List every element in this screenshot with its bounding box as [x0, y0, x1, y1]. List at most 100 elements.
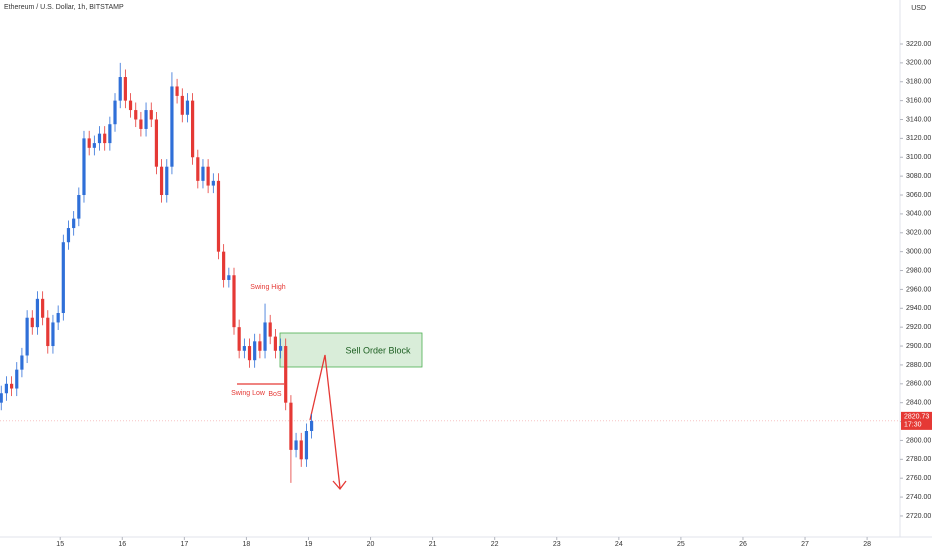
candle-body [108, 124, 112, 144]
y-tick-label: 2920.00 [906, 324, 931, 331]
y-tick-label: 3120.00 [906, 135, 931, 142]
candle-body [92, 143, 96, 148]
y-tick-label: 2940.00 [906, 305, 931, 312]
y-tick-label: 3200.00 [906, 60, 931, 67]
candle-body [180, 95, 184, 115]
candle-body [278, 346, 283, 351]
candle-body [299, 440, 303, 460]
x-tick-label: 19 [305, 541, 313, 548]
x-tick-label: 17 [180, 541, 188, 548]
candle-body [82, 138, 86, 196]
candle-body [211, 180, 215, 186]
y-tick-label: 2800.00 [906, 437, 931, 444]
candle-body [284, 346, 288, 403]
candle-body [191, 100, 195, 158]
candle-body [4, 383, 8, 394]
candle-body [103, 133, 107, 144]
x-tick-label: 24 [615, 541, 623, 548]
y-tick-label: 3180.00 [906, 79, 931, 86]
candle-body [30, 317, 34, 328]
x-tick-label: 22 [491, 541, 499, 548]
candle-body [41, 298, 45, 318]
candle-body [227, 275, 231, 280]
candle-body [237, 327, 241, 351]
candle-body [20, 355, 24, 370]
last-price-label: 2820.73 [904, 414, 929, 421]
y-tick-label: 2760.00 [906, 475, 931, 482]
bos-label: BoS [268, 391, 282, 398]
currency-label: USD [911, 5, 926, 12]
candle-body [0, 393, 3, 403]
candle-body [170, 86, 174, 167]
candle-body [46, 317, 50, 347]
candle-body [196, 157, 200, 181]
countdown-label: 17:30 [904, 422, 922, 429]
y-tick-label: 2960.00 [906, 286, 931, 293]
candle-body [10, 383, 14, 389]
y-tick-label: 2980.00 [906, 267, 931, 274]
y-tick-label: 3000.00 [906, 248, 931, 255]
x-tick-label: 26 [739, 541, 747, 548]
candle-body [294, 440, 298, 450]
candle-body [185, 100, 190, 115]
candle-body [289, 402, 293, 450]
candle-body [154, 119, 159, 167]
candle-body [149, 110, 153, 120]
y-tick-label: 2720.00 [906, 513, 931, 520]
candle-body [222, 251, 226, 280]
candle-body [134, 110, 138, 120]
x-tick-label: 21 [429, 541, 437, 548]
y-tick-label: 3020.00 [906, 230, 931, 237]
candle-body [206, 166, 210, 186]
candle-body [304, 430, 309, 460]
candle-body [25, 317, 29, 356]
candle-body [247, 346, 252, 361]
last-price-box [901, 411, 932, 430]
candle-body [159, 166, 164, 196]
candle-body [97, 133, 102, 144]
candle-body [15, 369, 19, 389]
candle-body [268, 322, 272, 337]
x-tick-label: 16 [118, 541, 126, 548]
candle-body [72, 218, 76, 229]
swing-low-label: Swing Low [231, 390, 266, 397]
y-tick-label: 2780.00 [906, 456, 931, 463]
y-tick-label: 3060.00 [906, 192, 931, 199]
candle-body [175, 86, 179, 96]
candle-body [66, 228, 71, 243]
y-tick-label: 3080.00 [906, 173, 931, 180]
x-tick-label: 23 [553, 541, 561, 548]
candle-body [77, 195, 81, 219]
candle-body [128, 100, 133, 111]
candle-body [144, 110, 148, 129]
y-tick-label: 2840.00 [906, 400, 931, 407]
candle-body [35, 298, 40, 328]
candle-body [232, 275, 236, 328]
candle-body [273, 336, 277, 351]
candle-body [253, 341, 257, 361]
candle-body [242, 346, 246, 351]
y-tick-label: 2880.00 [906, 362, 931, 369]
x-tick-label: 27 [801, 541, 809, 548]
x-tick-label: 25 [677, 541, 685, 548]
order-block-label: Sell Order Block [345, 345, 411, 355]
chart-title: Ethereum / U.S. Dollar, 1h, BITSTAMP [4, 4, 124, 11]
candle-body [263, 322, 267, 351]
x-tick-label: 18 [243, 541, 251, 548]
candle-body [139, 119, 143, 129]
y-tick-label: 3100.00 [906, 154, 931, 161]
candle-body [113, 100, 117, 125]
x-tick-label: 15 [56, 541, 64, 548]
candle-body [309, 420, 314, 431]
y-tick-label: 2740.00 [906, 494, 931, 501]
y-tick-label: 3160.00 [906, 97, 931, 104]
candle-body [51, 322, 55, 347]
y-tick-label: 3140.00 [906, 116, 931, 123]
candle-body [165, 166, 169, 196]
candle-body [61, 242, 65, 314]
y-tick-label: 3040.00 [906, 211, 931, 218]
projection-arrow [309, 354, 341, 489]
candle-body [56, 313, 60, 323]
